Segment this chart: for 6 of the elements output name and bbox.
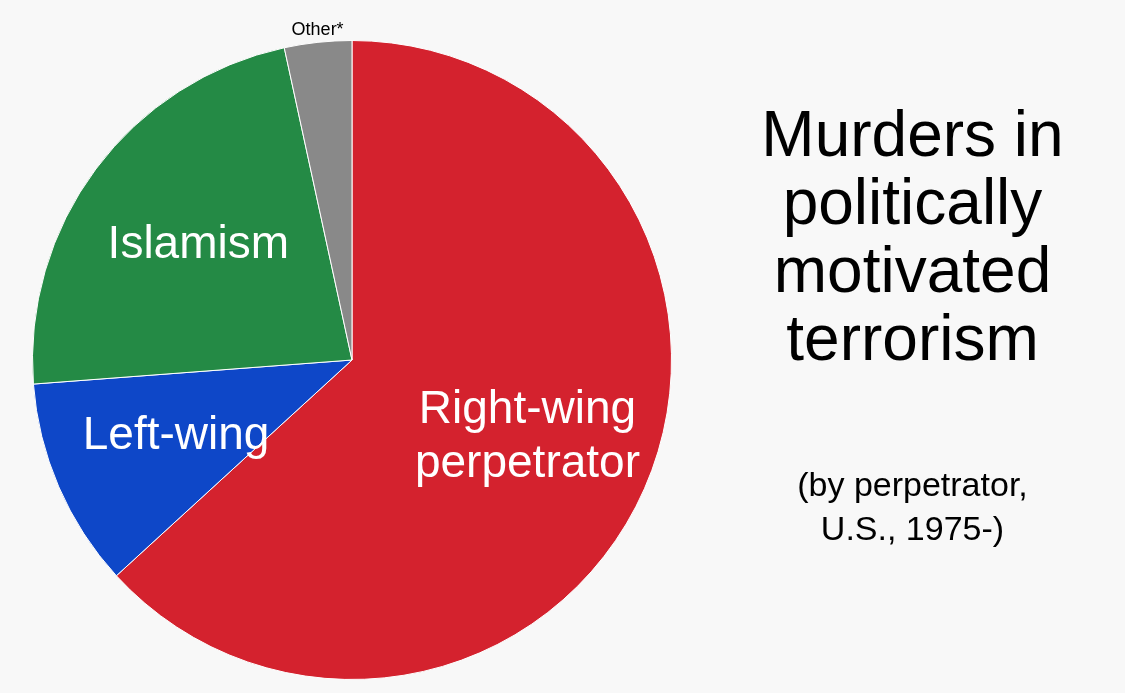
slice-label: Islamism: [107, 216, 290, 269]
text: Murders in politically motivated terrorism: [760, 98, 1065, 374]
slice-label: Right-wing perpetrator: [414, 380, 640, 487]
slice-label: Other*: [291, 19, 344, 40]
slice-label: Left-wing: [82, 406, 270, 459]
text: (by perpetrator, U.S., 1975-): [796, 464, 1029, 549]
